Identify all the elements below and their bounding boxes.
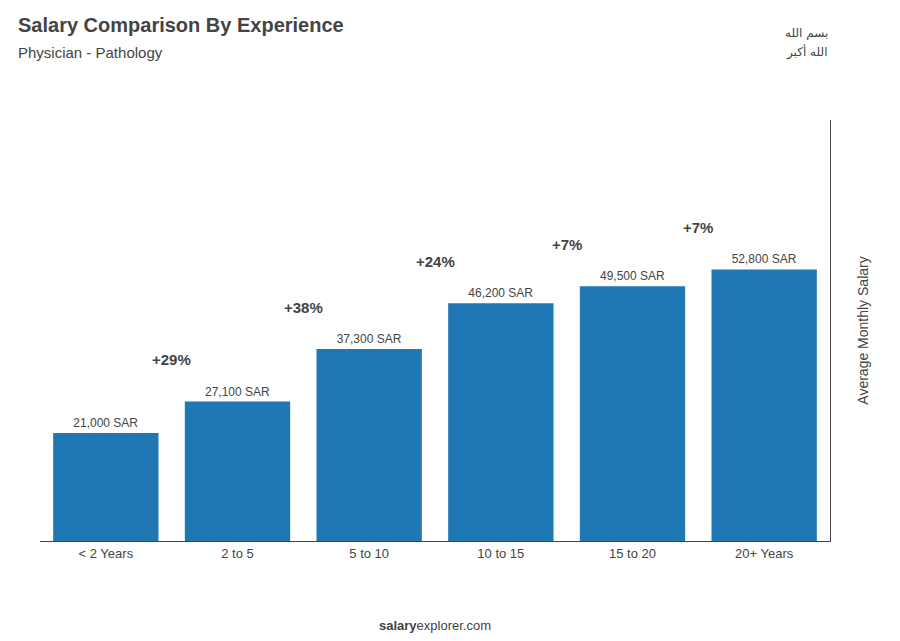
svg-text:10 to 15: 10 to 15 (477, 546, 524, 561)
svg-text:+38%: +38% (284, 299, 323, 316)
svg-text:+7%: +7% (683, 219, 713, 236)
svg-text:+29%: +29% (152, 351, 191, 368)
svg-text:الله أكبر: الله أكبر (786, 44, 828, 60)
svg-text:2 to 5: 2 to 5 (221, 546, 254, 561)
svg-text:Average Monthly Salary: Average Monthly Salary (855, 256, 871, 404)
svg-text:46,200 SAR: 46,200 SAR (468, 286, 533, 300)
svg-text:بسم الله: بسم الله (785, 26, 828, 40)
svg-text:+24%: +24% (416, 253, 455, 270)
svg-text:salaryexplorer.com: salaryexplorer.com (379, 618, 491, 633)
svg-text:52,800 SAR: 52,800 SAR (732, 252, 797, 266)
svg-text:21,000 SAR: 21,000 SAR (73, 416, 138, 430)
svg-text:5 to 10: 5 to 10 (349, 546, 389, 561)
svg-text:< 2 Years: < 2 Years (79, 546, 134, 561)
svg-text:49,500 SAR: 49,500 SAR (600, 269, 665, 283)
svg-text:37,300 SAR: 37,300 SAR (337, 332, 402, 346)
svg-text:Salary Comparison By Experienc: Salary Comparison By ExperiencePhysician… (18, 14, 344, 61)
svg-text:20+ Years: 20+ Years (735, 546, 794, 561)
svg-text:27,100 SAR: 27,100 SAR (205, 385, 270, 399)
svg-text:+7%: +7% (552, 236, 582, 253)
svg-text:15 to 20: 15 to 20 (609, 546, 656, 561)
